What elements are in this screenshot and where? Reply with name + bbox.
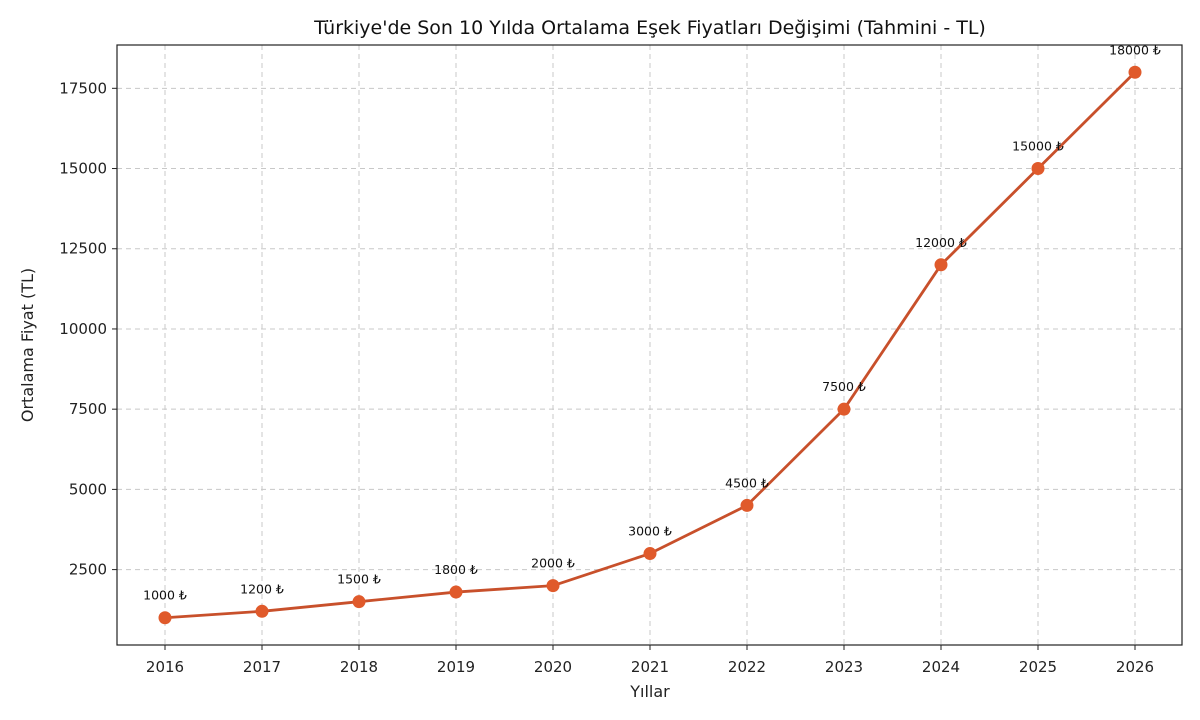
y-axis-label: Ortalama Fiyat (TL) bbox=[18, 268, 37, 422]
data-label: 2000 ₺ bbox=[531, 556, 575, 571]
x-tick-label: 2017 bbox=[243, 658, 281, 676]
y-tick-label: 5000 bbox=[69, 480, 107, 498]
x-tick-label: 2024 bbox=[922, 658, 960, 676]
data-point bbox=[934, 258, 948, 272]
y-tick-label: 7500 bbox=[69, 400, 107, 418]
data-point bbox=[255, 604, 269, 618]
x-tick-label: 2020 bbox=[534, 658, 572, 676]
x-tick-label: 2021 bbox=[631, 658, 669, 676]
data-point bbox=[837, 402, 851, 416]
y-tick-label: 17500 bbox=[59, 79, 107, 97]
series-layer bbox=[158, 65, 1142, 625]
y-tick-label: 2500 bbox=[69, 561, 107, 579]
data-label: 12000 ₺ bbox=[915, 235, 967, 250]
data-label: 3000 ₺ bbox=[628, 524, 672, 539]
y-tick-label: 12500 bbox=[59, 240, 107, 258]
x-tick-label: 2016 bbox=[146, 658, 184, 676]
y-tick-label: 10000 bbox=[59, 320, 107, 338]
x-tick-label: 2023 bbox=[825, 658, 863, 676]
y-tick-label: 15000 bbox=[59, 160, 107, 178]
grid bbox=[117, 45, 1182, 645]
data-label: 1000 ₺ bbox=[143, 588, 187, 603]
x-tick-label: 2026 bbox=[1116, 658, 1154, 676]
data-point bbox=[643, 547, 657, 561]
data-point bbox=[740, 498, 754, 512]
data-label: 4500 ₺ bbox=[725, 475, 769, 490]
data-labels: 1000 ₺ 1200 ₺ 1500 ₺ 1800 ₺ 2000 ₺ 3000 ₺ 4500… bbox=[143, 42, 1161, 602]
data-point bbox=[1128, 65, 1142, 79]
axis-ticks: 2016 2017 2018 2019 2020 2021 2022 2023 2024 2025… bbox=[59, 79, 1154, 676]
data-label: 1200 ₺ bbox=[240, 581, 284, 596]
data-point bbox=[352, 595, 366, 609]
data-label: 15000 ₺ bbox=[1012, 139, 1064, 154]
x-tick-label: 2022 bbox=[728, 658, 766, 676]
x-tick-label: 2019 bbox=[437, 658, 475, 676]
data-label: 18000 ₺ bbox=[1109, 42, 1161, 57]
data-label: 1800 ₺ bbox=[434, 562, 478, 577]
data-point bbox=[1031, 162, 1045, 176]
data-label: 1500 ₺ bbox=[337, 572, 381, 587]
x-tick-label: 2025 bbox=[1019, 658, 1057, 676]
x-axis-label: Yıllar bbox=[629, 682, 670, 701]
data-point bbox=[158, 611, 172, 625]
data-point bbox=[546, 579, 560, 593]
data-point bbox=[449, 585, 463, 599]
x-tick-label: 2018 bbox=[340, 658, 378, 676]
chart-title: Türkiye'de Son 10 Yılda Ortalama Eşek Fi… bbox=[313, 17, 986, 39]
data-label: 7500 ₺ bbox=[822, 379, 866, 394]
